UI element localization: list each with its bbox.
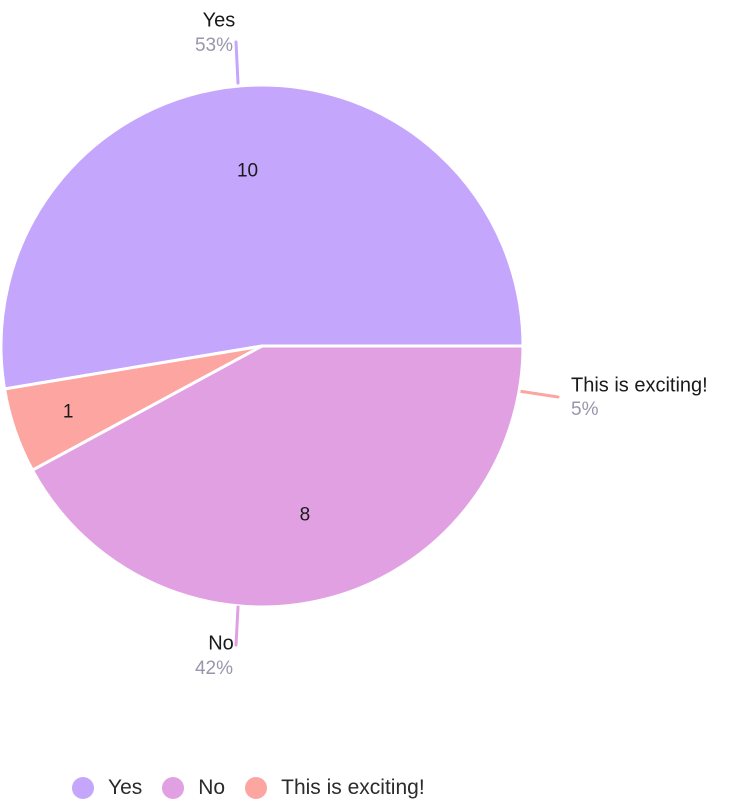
slice-value-label-this-is-exciting: 1: [63, 402, 74, 423]
slice-name-label-this-is-exciting: This is exciting!: [571, 374, 708, 396]
legend-label-no: No: [198, 776, 226, 799]
slice-value-label-no: 8: [300, 505, 311, 526]
legend: Yes No This is exciting!: [72, 776, 445, 800]
slice-name-label-no: No: [208, 632, 234, 654]
leader-line-yes: [234, 40, 240, 85]
legend-swatch-this-is-exciting: [245, 777, 268, 799]
legend-item-yes[interactable]: Yes: [72, 776, 142, 800]
legend-label-yes: Yes: [108, 776, 143, 799]
slice-percent-label-this-is-exciting: 5%: [571, 399, 599, 420]
legend-item-no[interactable]: No: [162, 776, 225, 800]
slice-value-label-yes: 10: [237, 161, 258, 182]
legend-item-this-is-exciting[interactable]: This is exciting!: [245, 776, 425, 800]
slice-percent-label-yes: 53%: [195, 35, 233, 56]
legend-swatch-yes: [72, 777, 94, 799]
slice-name-label-yes: Yes: [203, 9, 236, 31]
leader-line-no: [234, 605, 240, 647]
legend-label-this-is-exciting: This is exciting!: [281, 776, 425, 799]
slice-percent-label-no: 42%: [195, 658, 233, 679]
pie-slice-yes[interactable]: [0, 83, 525, 391]
pie-chart: 10 Yes 53% 1 This is exciting! 5% 8 No 42%: [0, 9, 708, 679]
legend-swatch-no: [162, 777, 185, 799]
pie-slice-no[interactable]: [30, 344, 525, 609]
